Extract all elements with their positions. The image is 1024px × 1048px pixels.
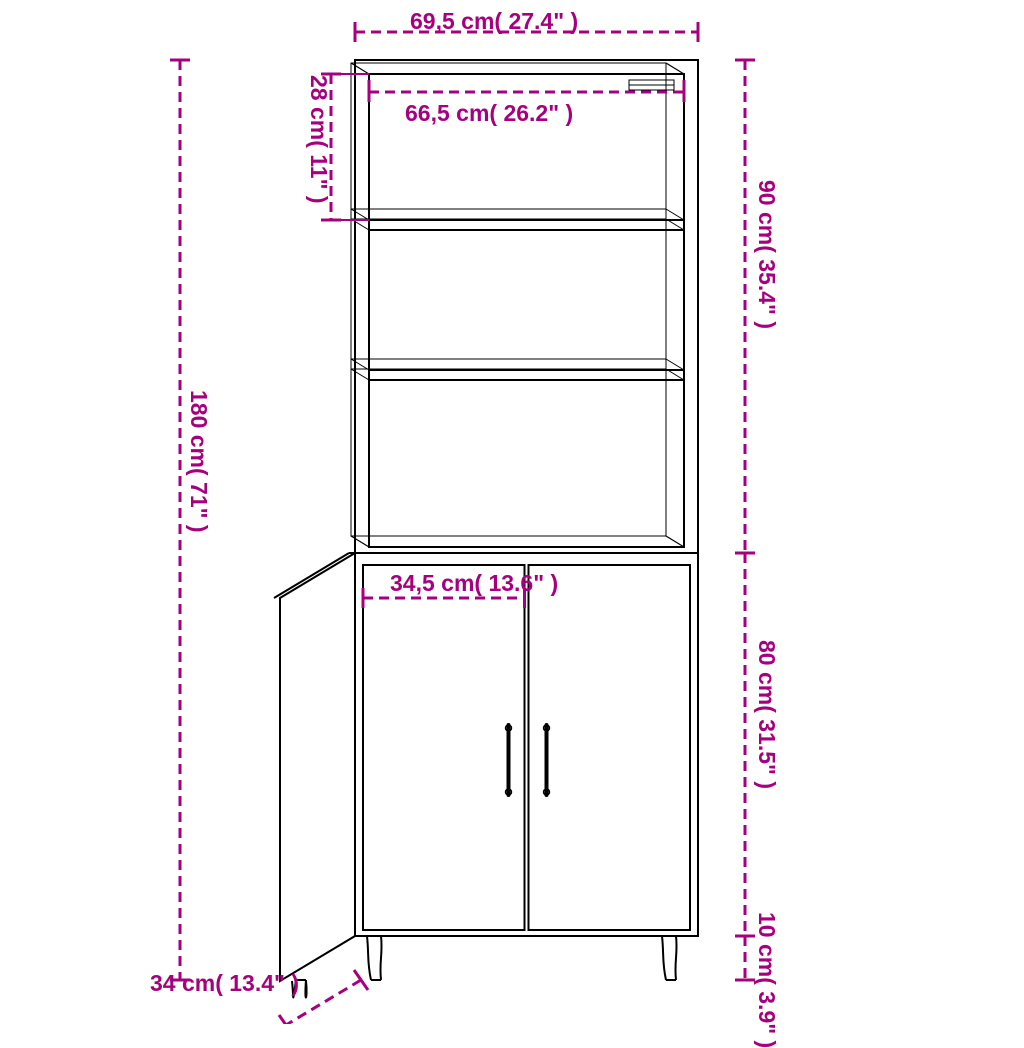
dim-leg-height: 10 cm( 3.9" ) <box>753 912 780 1048</box>
dim-shelf-height: 28 cm( 11" ) <box>305 75 332 204</box>
dim-top-width: 69,5 cm( 27.4" ) <box>410 8 578 35</box>
dim-upper-height: 90 cm( 35.4" ) <box>753 180 780 329</box>
dim-door-width: 34,5 cm( 13.6" ) <box>390 570 558 597</box>
dim-total-height: 180 cm( 71" ) <box>185 390 212 533</box>
dim-lower-height: 80 cm( 31.5" ) <box>753 640 780 789</box>
dim-inner-width: 66,5 cm( 26.2" ) <box>405 100 573 127</box>
dim-depth: 34 cm( 13.4" ) <box>150 970 299 997</box>
